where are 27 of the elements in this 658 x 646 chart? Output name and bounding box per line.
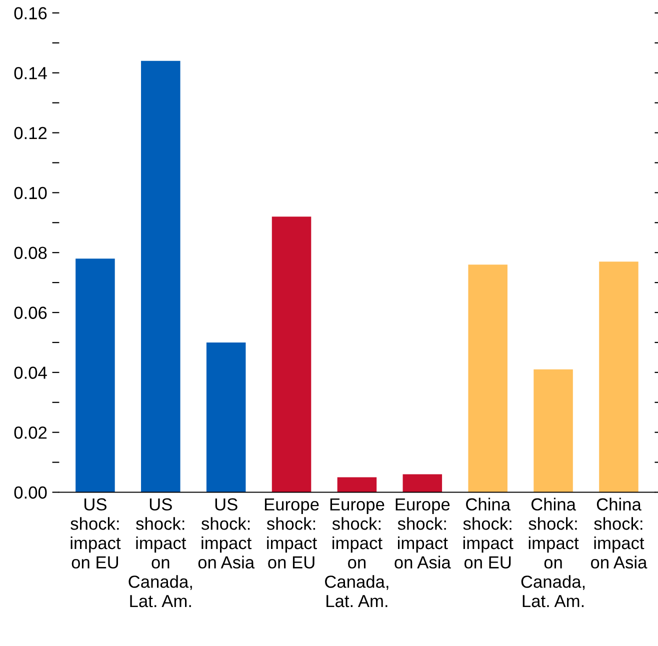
- x-tick-label: US shock: impact on Asia: [198, 498, 255, 569]
- bar: [76, 258, 115, 492]
- y-tick-label: 0.04: [14, 366, 47, 379]
- bar: [599, 262, 638, 492]
- x-tick-label: China shock: impact on Canada, Lat. Am.: [521, 498, 585, 608]
- y-tick-label: 0.00: [14, 486, 47, 499]
- x-tick-label: Europe shock: impact on Asia: [394, 498, 451, 569]
- y-tick-label: 0.16: [14, 7, 47, 20]
- bar: [141, 60, 180, 492]
- bar: [534, 369, 573, 492]
- bar: [337, 477, 377, 492]
- x-tick-label: US shock: impact on EU: [70, 498, 121, 569]
- x-tick-label: China shock: impact on EU: [463, 498, 514, 569]
- x-tick-label: China shock: impact on Asia: [590, 498, 648, 569]
- y-tick-label: 0.02: [14, 426, 47, 439]
- y-tick-label: 0.14: [14, 67, 47, 80]
- y-tick-label: 0.08: [14, 246, 47, 260]
- bar: [468, 264, 508, 492]
- y-tick-label: 0.10: [14, 186, 47, 200]
- bar: [272, 216, 312, 492]
- x-tick-label: Europe shock: impact on EU: [264, 498, 319, 569]
- y-tick-label: 0.06: [14, 306, 47, 319]
- bar: [206, 342, 246, 492]
- x-tick-label: Europe shock: impact on Canada, Lat. Am.: [325, 498, 388, 608]
- bar: [402, 474, 442, 492]
- x-tick-label: US shock: impact on Canada, Lat. Am.: [128, 498, 192, 608]
- y-tick-label: 0.12: [14, 126, 47, 140]
